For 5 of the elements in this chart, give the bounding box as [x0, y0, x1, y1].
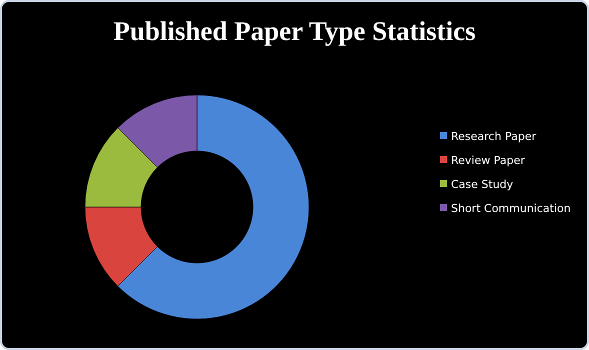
- legend-label: Research Paper: [451, 130, 537, 143]
- chart-title: Published Paper Type Statistics: [113, 16, 476, 46]
- legend-label: Review Paper: [451, 154, 526, 167]
- legend-label: Case Study: [451, 178, 514, 191]
- legend-label: Short Communication: [451, 202, 571, 215]
